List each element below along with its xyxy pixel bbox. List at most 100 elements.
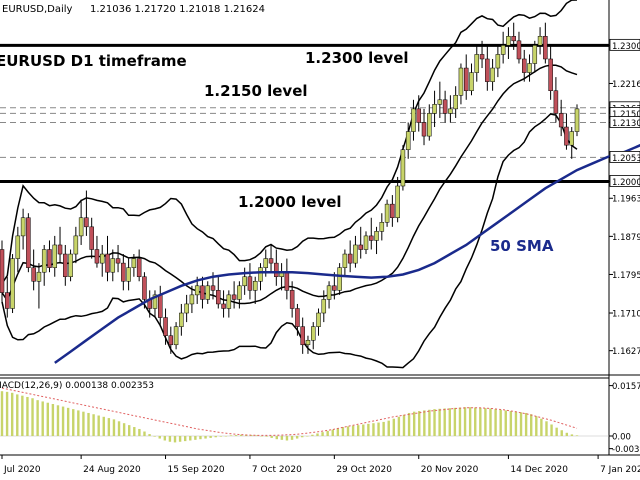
macd-bar (82, 411, 85, 436)
candle (52, 235, 58, 277)
candle (379, 213, 385, 241)
candle (469, 63, 474, 96)
candle-body (5, 292, 10, 309)
macd-bar (153, 436, 156, 437)
macd-bar (570, 434, 574, 436)
candle-body (532, 45, 538, 64)
macd-bar (575, 435, 579, 436)
macd-bar (321, 432, 324, 436)
macd-bar (356, 425, 360, 436)
macd-bar (122, 423, 126, 436)
candle-body (237, 285, 242, 300)
macd-tick-label: 0.01575 (612, 382, 640, 392)
candle (231, 281, 237, 309)
macd-bar (453, 407, 457, 436)
macd-bar (336, 428, 340, 436)
candle (305, 335, 311, 354)
candle-body (15, 235, 21, 259)
macd-bar (36, 400, 39, 436)
candle-body (490, 67, 495, 82)
macd-bar (199, 436, 202, 440)
candle-body (200, 285, 205, 300)
candle (553, 77, 559, 123)
candle (73, 226, 79, 264)
candle-body (0, 249, 5, 293)
candle-body (94, 249, 100, 264)
price-tick-box (609, 38, 640, 51)
macd-bar (326, 430, 329, 436)
macd-bar (372, 423, 375, 436)
candle-body (553, 90, 559, 114)
time-tick-label: 29 Oct 2020 (336, 465, 392, 475)
macd-bar (468, 407, 472, 436)
macd-bar (148, 434, 151, 436)
macd-bar (194, 436, 197, 440)
candle (131, 254, 137, 277)
symbol-label: EURUSD,Daily (2, 4, 73, 15)
candle (68, 249, 73, 282)
macd-bar (234, 435, 238, 436)
macd-bar (143, 431, 146, 436)
candle (115, 244, 121, 273)
macd-bar (433, 409, 436, 436)
candle (337, 263, 342, 295)
macd-bar (72, 409, 75, 436)
macd-bar (117, 421, 121, 436)
candle-body (242, 276, 247, 287)
candle-body (210, 285, 216, 291)
macd-bar (16, 394, 19, 436)
candle (532, 40, 538, 73)
macd-bar (214, 436, 217, 438)
macd-bar (224, 436, 228, 437)
candle-body (57, 244, 63, 255)
candle (358, 226, 363, 259)
time-tick-label: 14 Dec 2020 (510, 465, 568, 475)
candle (226, 290, 232, 318)
candle (405, 122, 411, 159)
macd-bar (41, 401, 44, 436)
candle (205, 281, 210, 304)
candle-body (179, 312, 184, 327)
candle (300, 317, 305, 354)
macd-bar (438, 408, 441, 436)
candle (416, 95, 421, 132)
candle (548, 45, 553, 100)
candle (574, 104, 580, 137)
price-tick-label: 1.21500 (612, 110, 640, 120)
candle-body (115, 258, 121, 264)
candle-body (205, 285, 210, 300)
macd-bar (31, 398, 34, 436)
candle-body (163, 317, 168, 336)
macd-tick-label: 0.00 (612, 433, 631, 443)
candle-body (268, 258, 274, 264)
macd-bar (204, 436, 207, 439)
candle-body (500, 45, 506, 55)
macd-bar (565, 432, 569, 436)
candle-body (574, 108, 580, 132)
candle (57, 226, 63, 264)
macd-bar (51, 404, 55, 436)
price-tick-label: 1.20530 (612, 154, 640, 164)
sma-annotation: 50 SMA (490, 237, 554, 255)
candle (258, 263, 263, 291)
macd-bar (102, 416, 105, 436)
candle-body (142, 276, 147, 300)
time-tick-label: 24 Aug 2020 (83, 465, 141, 475)
band-upper (1, 0, 578, 284)
candle-body (569, 131, 574, 146)
macd-bar (316, 433, 319, 436)
macd-bar (270, 436, 273, 438)
price-tick-label: 1.22160 (612, 80, 640, 90)
macd-ticks: 0.01575 0.00 -0.00395 (609, 382, 640, 455)
candle (121, 254, 126, 291)
candle (26, 213, 31, 273)
candle-body (342, 253, 348, 268)
candle-body (189, 294, 195, 305)
candle-body (463, 67, 469, 91)
candle-body (511, 36, 516, 42)
macd-bar (87, 412, 90, 436)
candle-body (558, 113, 564, 128)
candle-body (427, 113, 432, 137)
